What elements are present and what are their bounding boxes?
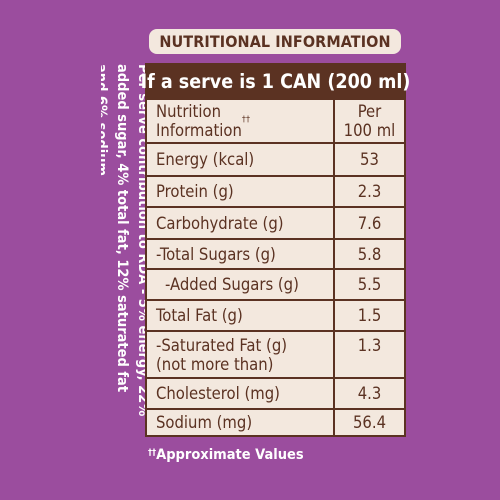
nutrient-name: Sodium (mg): [156, 413, 253, 432]
nutrient-name: -Saturated Fat (g) (not more than): [156, 335, 288, 374]
header-name-mark: ††: [241, 115, 250, 125]
nutritional-information-heading: NUTRITIONAL INFORMATION: [149, 29, 401, 54]
nutrient-value: 7.6: [333, 208, 404, 238]
nutrient-name: Cholesterol (mg): [156, 384, 280, 403]
nutrient-value: 5.5: [333, 270, 404, 299]
nutrient-name: Protein (g): [156, 182, 234, 201]
header-name-text: Nutrition Information: [156, 102, 242, 140]
table-row: -Added Sugars (g) 5.5: [147, 268, 404, 299]
table-row: -Total Sugars (g) 5.8: [147, 238, 404, 268]
table-row: -Saturated Fat (g) (not more than) 1.3: [147, 330, 404, 377]
nutrient-name: Carbohydrate (g): [156, 213, 284, 233]
nutrient-value: 56.4: [333, 410, 404, 435]
header-name-cell: Nutrition Information ††: [147, 100, 333, 142]
nutrient-name: Total Fat (g): [156, 306, 243, 325]
table-row: Energy (kcal) 53: [147, 142, 404, 175]
approximate-values-footnote: ††Approximate Values: [148, 447, 304, 463]
table-row: Carbohydrate (g) 7.6: [147, 206, 404, 238]
nutrient-value: 1.3: [333, 332, 404, 377]
nutrient-value: 53: [333, 144, 404, 175]
footnote-text: Approximate Values: [156, 447, 304, 463]
footnote-mark: ††: [148, 448, 157, 458]
serve-size-text: If a serve is 1 CAN (200 ml): [140, 70, 411, 93]
table-header-row: Nutrition Information †† Per 100 ml: [147, 98, 404, 142]
header-value-cell: Per 100 ml: [333, 100, 404, 142]
table-row: Total Fat (g) 1.5: [147, 299, 404, 330]
serve-size-bar: If a serve is 1 CAN (200 ml): [141, 65, 410, 98]
nutrient-value: 4.3: [333, 379, 404, 408]
nutrition-table-panel: If a serve is 1 CAN (200 ml) Nutrition I…: [141, 63, 410, 437]
table-row: Sodium (mg) 56.4: [147, 408, 404, 435]
heading-text: NUTRITIONAL INFORMATION: [159, 32, 391, 51]
nutrient-value: 5.8: [333, 240, 404, 268]
nutrient-name: Energy (kcal): [156, 150, 255, 169]
table-row: Cholesterol (mg) 4.3: [147, 377, 404, 408]
nutrient-value: 1.5: [333, 301, 404, 330]
table-row: Protein (g) 2.3: [147, 175, 404, 206]
nutrient-name: -Added Sugars (g): [165, 275, 299, 294]
nutrient-value: 2.3: [333, 177, 404, 206]
nutrient-name: -Total Sugars (g): [156, 244, 276, 264]
